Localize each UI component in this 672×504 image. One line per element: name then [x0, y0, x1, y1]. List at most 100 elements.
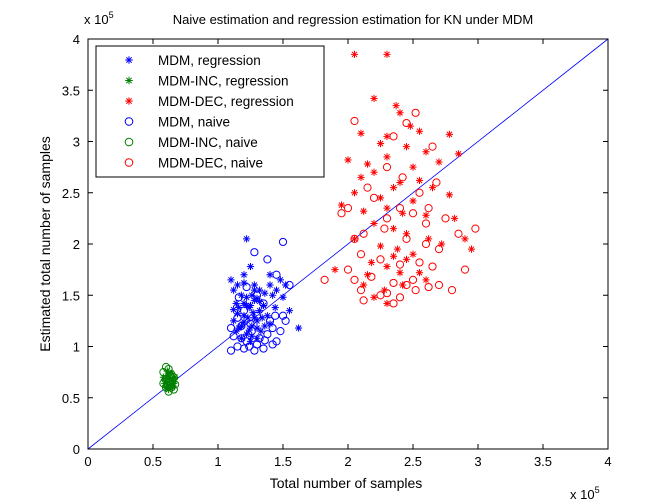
data-point-asterisk: [415, 269, 424, 277]
series-group: [320, 108, 480, 308]
data-point-circle: [350, 275, 359, 284]
data-point-asterisk: [389, 184, 398, 192]
data-point-asterisk: [445, 130, 453, 138]
data-point-asterisk: [422, 276, 430, 284]
data-point-circle: [460, 265, 470, 274]
legend-marker-circle: [124, 158, 134, 167]
data-point-asterisk: [246, 301, 255, 310]
legend-marker-circle: [124, 137, 134, 147]
data-point-asterisk: [243, 293, 251, 301]
data-point-asterisk: [230, 286, 238, 294]
data-point-circle: [415, 258, 424, 267]
data-point-circle: [434, 280, 444, 290]
data-point-circle: [402, 234, 411, 243]
data-point-asterisk: [467, 245, 476, 253]
data-point-circle: [272, 337, 281, 346]
data-point-asterisk: [240, 318, 248, 326]
series-group: [226, 237, 294, 355]
data-point-asterisk: [253, 324, 261, 332]
data-point-circle: [164, 387, 173, 396]
data-point-circle: [165, 371, 174, 380]
x-tick-label: 2.5: [404, 454, 422, 469]
data-point-circle: [237, 334, 246, 343]
data-point-circle: [229, 332, 238, 341]
legend-entry-label: MDM, naive: [158, 115, 230, 130]
data-point-circle: [395, 204, 405, 213]
data-point-circle: [343, 265, 353, 274]
data-point-circle: [252, 291, 262, 300]
data-point-circle: [447, 286, 457, 295]
data-point-asterisk: [409, 250, 417, 258]
data-point-circle: [226, 323, 236, 333]
data-point-asterisk: [250, 281, 258, 289]
legend-entry-label: MDM-DEC, regression: [158, 94, 294, 109]
data-point-circle: [285, 280, 294, 290]
data-point-circle: [252, 340, 262, 349]
legend: MDM, regression MDM-INC, regression MDM-DE…: [95, 45, 325, 178]
data-point-asterisk: [269, 291, 277, 299]
chart-title: Naive estimation and regression estimati…: [173, 12, 534, 27]
data-point-circle: [259, 344, 268, 353]
data-point-circle: [320, 275, 329, 284]
data-point-asterisk: [383, 262, 391, 271]
data-point-circle: [389, 299, 398, 308]
data-point-circle: [233, 342, 242, 351]
data-point-circle: [421, 219, 431, 228]
data-point-circle: [252, 311, 262, 320]
data-point-circle: [239, 306, 249, 315]
data-point-circle: [271, 311, 280, 320]
data-point-asterisk: [266, 271, 274, 279]
data-point-asterisk: [370, 219, 378, 228]
data-point-asterisk: [233, 281, 242, 289]
data-point-asterisk: [383, 50, 391, 58]
y-tick-label: 3.5: [62, 83, 80, 98]
y-tick-label: 2.5: [62, 186, 80, 201]
data-point-asterisk: [383, 204, 391, 212]
data-point-circle: [408, 209, 418, 218]
data-point-asterisk: [445, 191, 453, 199]
x-axis-exponent-label: x 105: [570, 485, 600, 502]
data-point-circle: [382, 289, 392, 298]
data-point-asterisk: [422, 211, 430, 219]
data-point-asterisk: [396, 109, 404, 117]
data-point-asterisk: [240, 279, 248, 287]
data-point-circle: [402, 280, 411, 290]
data-point-circle: [268, 323, 277, 333]
data-point-circle: [278, 237, 288, 247]
data-point-circle: [363, 183, 372, 192]
data-point-asterisk: [357, 129, 365, 137]
data-point-circle: [171, 380, 180, 389]
axis-ticks-layer: 0 0.5 1 1.5 2 2.5 3 3.5 4 0 0.5 1 1.5 2 2.5 3 3.5 4: [62, 32, 612, 469]
data-point-asterisk: [257, 327, 265, 335]
data-point-circle: [382, 214, 392, 223]
x-tick-label: 0.5: [144, 454, 162, 469]
data-point-circle: [250, 248, 259, 257]
y-tick-label: 2: [73, 237, 80, 252]
x-tick-label: 1: [214, 454, 221, 469]
data-point-circle: [382, 163, 392, 172]
data-point-circle: [441, 214, 450, 223]
data-point-asterisk: [383, 153, 391, 161]
data-point-asterisk: [337, 201, 346, 209]
data-point-asterisk: [367, 258, 375, 267]
x-tick-label: 4: [604, 454, 611, 469]
data-point-circle: [356, 286, 366, 295]
data-point-asterisk: [402, 143, 411, 151]
x-tick-label: 0: [84, 454, 91, 469]
data-point-asterisk: [402, 255, 411, 263]
data-point-circle: [272, 270, 281, 279]
data-point-circle: [281, 316, 290, 325]
data-point-circle: [369, 193, 379, 202]
data-point-asterisk: [393, 245, 401, 253]
data-point-asterisk: [261, 322, 269, 330]
data-point-asterisk: [272, 286, 281, 294]
data-point-asterisk: [350, 189, 359, 197]
data-point-circle: [169, 385, 178, 394]
data-point-circle: [263, 255, 272, 264]
data-point-circle: [402, 118, 411, 128]
data-point-asterisk: [363, 271, 372, 279]
series-group: [331, 50, 476, 308]
data-point-asterisk: [383, 132, 391, 140]
data-point-circle: [367, 272, 376, 281]
